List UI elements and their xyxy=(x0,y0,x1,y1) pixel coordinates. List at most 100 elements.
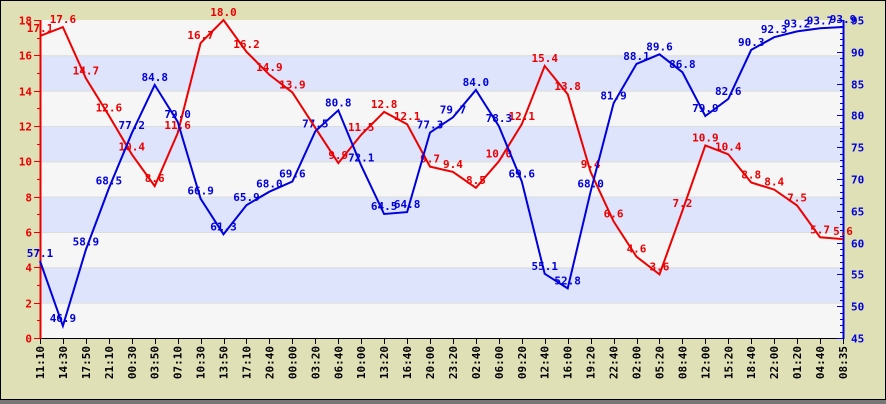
series-blue-point-label: 93.2 xyxy=(784,17,811,30)
plot-band xyxy=(40,90,843,126)
right-tick-label: 90 xyxy=(851,47,864,60)
x-tick-label: 02:00 xyxy=(631,346,644,379)
series-red-point-label: 12.1 xyxy=(509,110,536,123)
series-blue-point-label: 92.3 xyxy=(761,23,788,36)
series-red-point-label: 8.4 xyxy=(764,176,784,189)
x-tick-label: 22:00 xyxy=(768,346,781,379)
series-red-line xyxy=(39,18,844,277)
x-axis: 11:10 14:30 17:50 21:10 00:30 03:50 07:10 10:30… xyxy=(34,338,850,379)
left-tick-label: 6 xyxy=(25,227,32,240)
x-tick-label: 10:00 xyxy=(355,346,368,379)
series-red-point-label: 5.6 xyxy=(833,225,853,238)
series-red-point-label: 5.7 xyxy=(810,223,830,236)
series-red-point-label: 14.7 xyxy=(73,64,100,77)
series-blue-point-label: 64.8 xyxy=(394,198,421,211)
x-tick-label: 00:30 xyxy=(126,346,139,379)
x-tick-label: 22:40 xyxy=(608,346,621,379)
right-tick-label: 60 xyxy=(851,238,864,251)
series-blue-point-label: 78.3 xyxy=(486,112,513,125)
series-blue-point-label: 66.9 xyxy=(187,185,214,198)
x-tick-label: 16:40 xyxy=(401,346,414,379)
left-tick-label: 16 xyxy=(19,50,33,63)
right-tick-label: 45 xyxy=(851,333,864,346)
right-tick-label: 65 xyxy=(851,206,864,219)
plot-band xyxy=(40,20,843,56)
series-blue-point-label: 77.3 xyxy=(417,119,444,132)
x-tick-label: 08:35 xyxy=(837,346,850,379)
series-blue-point-label: 79.0 xyxy=(164,108,191,121)
series-red-point-label: 10.4 xyxy=(119,140,146,153)
x-tick-label: 17:50 xyxy=(80,346,93,379)
right-tick-label: 50 xyxy=(851,301,864,314)
series-blue-point-label: 68.5 xyxy=(96,175,123,188)
x-tick-label: 17:10 xyxy=(240,346,253,379)
series-blue-point-label: 77.2 xyxy=(119,119,146,132)
left-tick-label: 10 xyxy=(19,156,32,169)
series-blue-point-label: 72.1 xyxy=(348,152,375,165)
series-red-point-label: 9.4 xyxy=(443,158,463,171)
plot-band xyxy=(40,302,843,338)
series-red-point-label: 6.6 xyxy=(604,207,624,220)
x-tick-label: 18:40 xyxy=(745,346,758,379)
x-tick-label: 08:40 xyxy=(676,346,689,379)
plot-bands xyxy=(40,20,843,338)
right-tick-label: 55 xyxy=(851,269,864,282)
left-tick-label: 0 xyxy=(25,333,32,346)
series-blue-point-label: 82.6 xyxy=(715,85,742,98)
series-blue-point-label: 68.0 xyxy=(256,178,283,191)
series-red-point-label: 14.9 xyxy=(256,61,283,74)
series-red-point-label: 4.6 xyxy=(627,243,647,256)
right-tick-label: 95 xyxy=(851,15,864,28)
series-blue-point-label: 81.9 xyxy=(600,89,627,102)
series-red-point-label: 8.8 xyxy=(741,169,761,182)
left-tick-label: 2 xyxy=(25,298,32,311)
x-tick-label: 16:00 xyxy=(562,346,575,379)
series-red-point-label: 9.9 xyxy=(328,149,348,162)
left-tick-label: 8 xyxy=(25,192,32,205)
x-tick-label: 07:10 xyxy=(172,346,185,379)
series-red-point-label: 16.7 xyxy=(187,29,214,42)
series-blue-point-label: 64.5 xyxy=(371,200,398,213)
x-tick-label: 23:20 xyxy=(447,346,460,379)
left-tick-label: 12 xyxy=(19,121,32,134)
x-tick-label: 05:20 xyxy=(653,346,666,379)
series-red-point-label: 13.8 xyxy=(554,80,581,93)
series-blue-point-label: 93.9 xyxy=(830,13,857,26)
series-red-point-label: 12.6 xyxy=(96,101,123,114)
x-tick-label: 20:40 xyxy=(263,346,276,379)
x-tick-label: 13:20 xyxy=(378,346,391,379)
series-blue-point-label: 55.1 xyxy=(531,260,558,273)
series-red-point-label: 15.4 xyxy=(531,52,558,65)
x-tick-label: 02:40 xyxy=(470,346,483,379)
series-red-point-label: 12.8 xyxy=(371,98,398,111)
left-axis: 0 2 4 6 8 10 12 14 16 18 xyxy=(19,15,42,346)
series-blue-point-label: 90.3 xyxy=(738,36,765,49)
series-red-point-label: 7.5 xyxy=(787,192,807,205)
series-red-point-label: 7.2 xyxy=(672,197,692,210)
plot-band xyxy=(40,55,843,91)
series-blue-point-label: 84.0 xyxy=(463,76,490,89)
x-tick-label: 15:20 xyxy=(722,346,735,379)
x-tick-label: 10:30 xyxy=(195,346,208,379)
x-tick-label: 11:10 xyxy=(34,346,47,379)
series-blue-point-label: 88.1 xyxy=(623,50,650,63)
series-red-point-label: 8.6 xyxy=(145,172,165,185)
series-blue-point-label: 93.7 xyxy=(807,14,834,27)
left-tick-label: 4 xyxy=(25,262,32,275)
plot-band xyxy=(40,196,843,232)
series-red-point-label: 10.9 xyxy=(692,131,719,144)
series-blue-point-label: 69.6 xyxy=(509,168,536,181)
right-tick-label: 70 xyxy=(851,174,864,187)
series-blue-point-label: 89.6 xyxy=(646,40,673,53)
x-tick-label: 06:00 xyxy=(493,346,506,379)
series-red-point-label: 11.5 xyxy=(348,121,375,134)
series-blue-point-label: 57.1 xyxy=(27,247,54,260)
series-blue-point-label: 80.8 xyxy=(325,96,352,109)
plot-band xyxy=(40,267,843,303)
series-blue-point-label: 77.5 xyxy=(302,117,329,130)
series-blue-point-label: 65.9 xyxy=(233,191,260,204)
right-tick-label: 75 xyxy=(851,142,864,155)
series-blue-point-label: 79.7 xyxy=(440,103,467,116)
series-blue-point-label: 58.9 xyxy=(73,236,100,249)
